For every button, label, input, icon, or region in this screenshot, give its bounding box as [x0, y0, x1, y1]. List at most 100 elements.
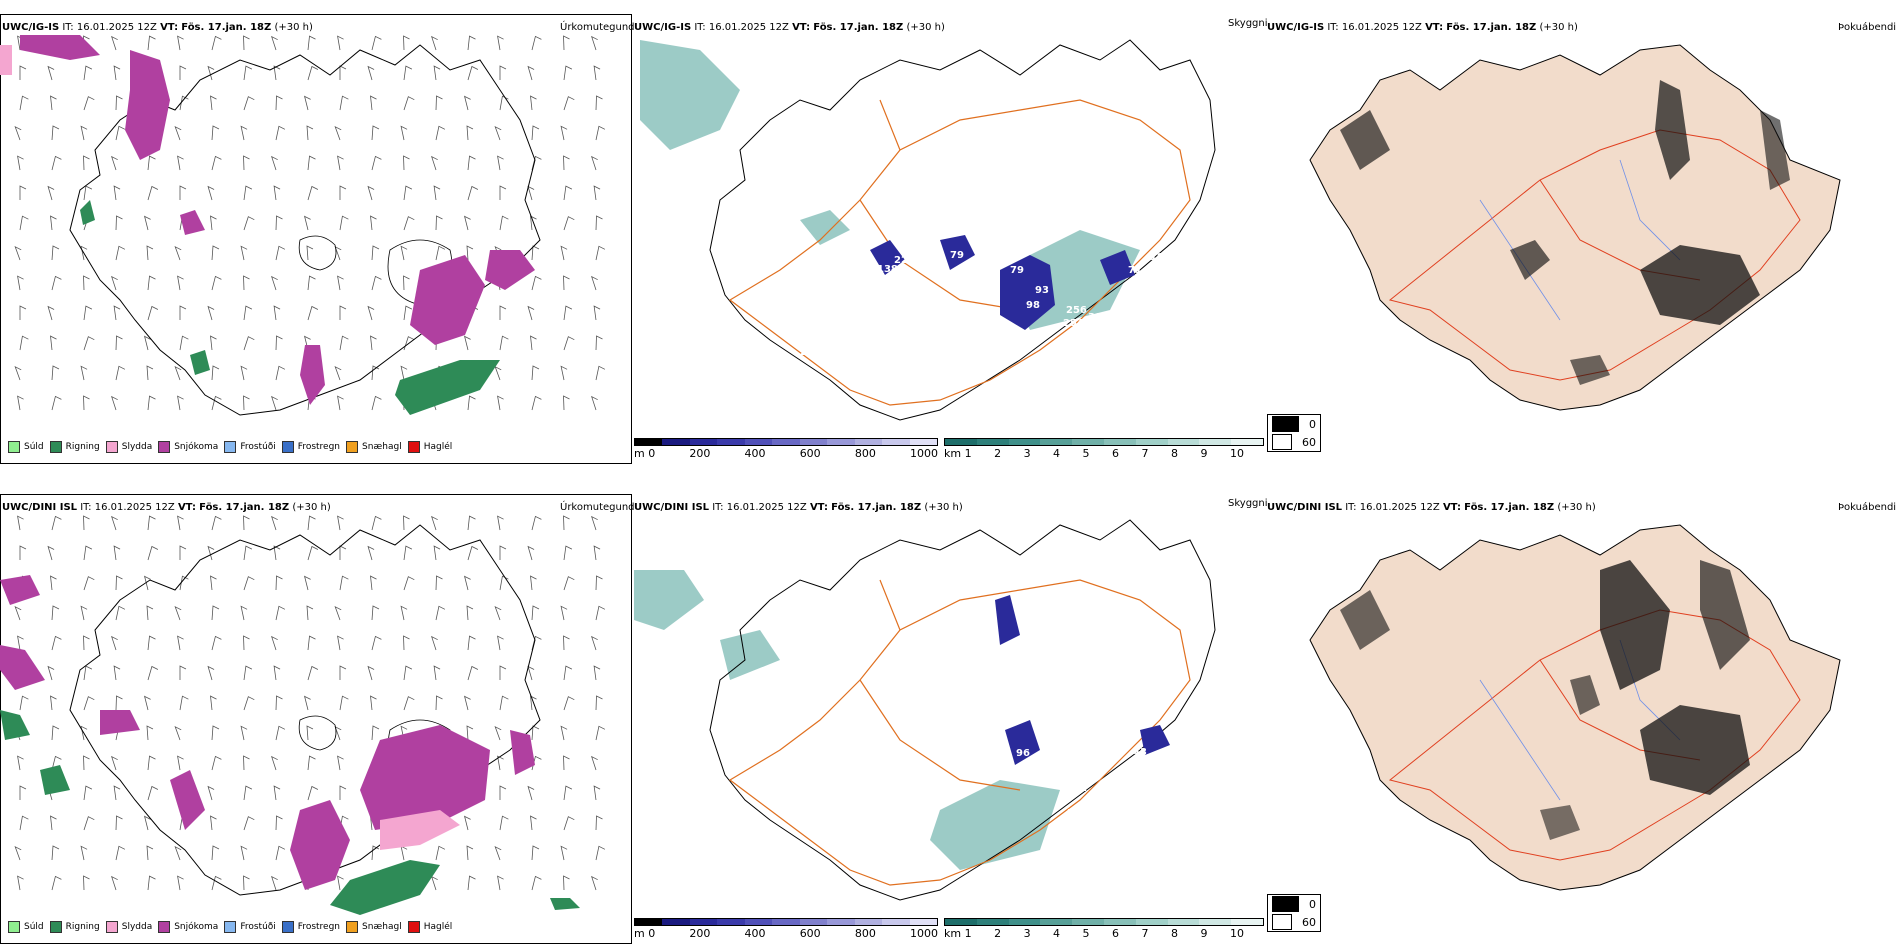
road-network	[728, 579, 1191, 886]
wind-barb	[51, 275, 62, 291]
wind-barb	[339, 545, 347, 560]
wind-barb	[179, 185, 187, 200]
wind-barb	[144, 335, 151, 351]
wind-barb	[47, 305, 55, 321]
wind-barb	[147, 185, 159, 201]
legend-swatch	[105, 921, 118, 933]
wind-barb	[83, 875, 90, 891]
wind-barb	[177, 515, 184, 531]
wind-barb	[403, 515, 410, 531]
wind-barb	[563, 755, 570, 771]
wind-barb	[243, 216, 255, 231]
wind-barb	[563, 275, 570, 291]
wind-barb	[339, 305, 347, 320]
wind-barb	[367, 65, 375, 81]
legend-swatch	[158, 441, 171, 453]
ceiling-colorbar-strip	[634, 438, 938, 446]
snow-area	[170, 770, 205, 830]
wind-barb	[51, 245, 60, 261]
ceiling-value-label: 84	[780, 87, 794, 98]
wind-barb	[403, 275, 410, 291]
wind-barb	[111, 875, 118, 891]
land-area	[1309, 524, 1841, 891]
ceiling-value-label: 392	[1088, 312, 1109, 323]
visibility-colorbar-ticks: km 1 2 3 4 5 6 7 8 9 10	[944, 447, 1244, 460]
wind-barb	[595, 95, 603, 111]
wind-barb	[19, 65, 27, 80]
wind-barb	[595, 605, 606, 621]
header-fog-2: UWC/DINI ISL IT: 16.01.2025 12Z VT: Fös.…	[1267, 502, 1596, 513]
colorbar-segment	[1199, 439, 1232, 445]
wind-barb	[400, 605, 408, 621]
wind-barb	[47, 665, 55, 681]
wind-barb	[243, 515, 250, 531]
wind-barb	[563, 545, 573, 561]
wind-barb	[307, 665, 319, 681]
wind-barb	[307, 515, 316, 531]
wind-barb	[531, 605, 540, 621]
snow-area	[180, 210, 205, 235]
wind-barb	[304, 575, 311, 591]
wind-barb	[50, 215, 57, 231]
wind-barb	[497, 875, 504, 891]
wind-barb	[271, 515, 278, 531]
wind-barb	[307, 305, 319, 321]
header-visibility-2: UWC/DINI ISL IT: 16.01.2025 12Z VT: Fös.…	[634, 502, 963, 513]
wind-barb	[531, 275, 542, 291]
wind-barb	[307, 65, 319, 81]
wind-barb	[531, 515, 542, 531]
wind-barb	[275, 365, 286, 381]
wind-barb	[367, 545, 375, 561]
wind-barb	[111, 515, 118, 531]
wind-barb	[51, 635, 62, 651]
colorbar-segment	[909, 439, 937, 445]
init-time: 16.01.2025 12Z	[94, 502, 175, 513]
wind-barb	[275, 215, 283, 231]
ceiling-value-label: 101	[995, 705, 1016, 716]
wind-barb	[177, 395, 184, 411]
wind-barb	[210, 335, 217, 351]
wind-barb	[527, 305, 535, 321]
wind-barb	[593, 785, 601, 801]
legend-swatch	[49, 921, 62, 933]
wind-barb	[337, 35, 344, 51]
wind-barb	[113, 785, 121, 801]
wind-barb	[51, 125, 60, 141]
wind-barb	[467, 515, 476, 531]
wind-barb	[111, 155, 118, 171]
wind-barb	[273, 185, 281, 201]
wind-barb	[371, 845, 380, 861]
wind-barb	[273, 65, 281, 81]
wind-barb	[243, 635, 250, 651]
wind-barb	[147, 395, 156, 411]
fog-legend-2: 0 60	[1267, 894, 1321, 932]
wind-barb	[371, 395, 382, 411]
wind-barb	[111, 395, 118, 411]
wind-barb	[591, 35, 598, 51]
wind-barb	[595, 365, 606, 381]
wind-barb	[334, 605, 342, 621]
wind-barb	[19, 695, 29, 711]
colorbar-segment	[717, 439, 745, 445]
wind-barb	[530, 695, 537, 711]
wind-barb	[243, 816, 255, 831]
precip-title-1: Úrkomutegund	[560, 22, 635, 33]
wind-barb	[595, 335, 603, 351]
colorbar-segment	[827, 439, 855, 445]
wind-barb	[339, 335, 349, 351]
wind-barb	[371, 245, 380, 261]
wind-barb	[591, 275, 598, 291]
wind-barb	[595, 575, 603, 591]
wind-barb	[243, 875, 250, 891]
fog-dense-area	[1655, 80, 1690, 180]
wind-barb	[271, 875, 278, 891]
wind-barb	[240, 245, 248, 261]
ceiling-value-label: 410	[1065, 808, 1086, 819]
wind-barb	[17, 275, 24, 291]
wind-barb	[563, 35, 570, 51]
ceiling-value-label: 192	[1150, 252, 1171, 263]
wind-barb	[111, 635, 118, 651]
wind-barb	[243, 305, 253, 321]
wind-barb	[337, 875, 344, 891]
wind-barb	[307, 785, 319, 801]
